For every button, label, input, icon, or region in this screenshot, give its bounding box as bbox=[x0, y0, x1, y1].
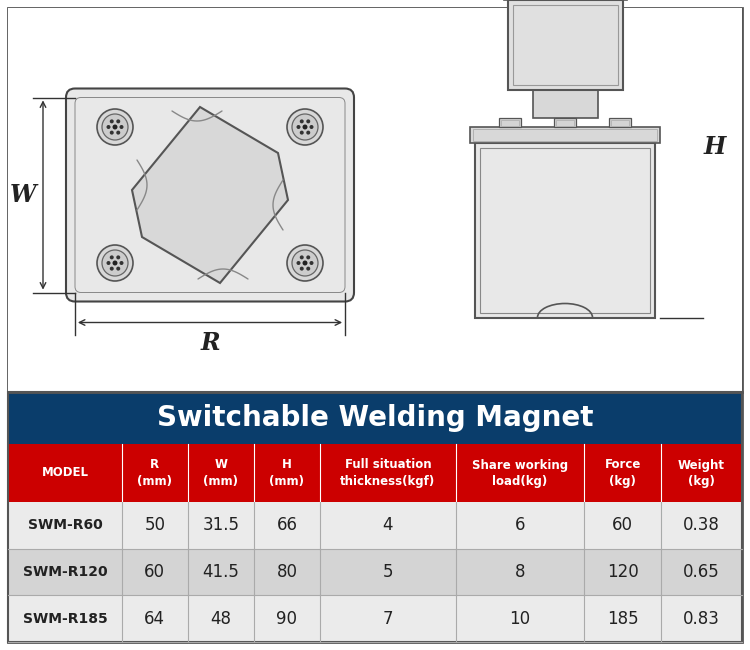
Text: 7: 7 bbox=[382, 610, 393, 628]
Text: H: H bbox=[704, 135, 726, 159]
Circle shape bbox=[300, 266, 304, 270]
Text: Force
(kg): Force (kg) bbox=[604, 458, 641, 488]
Circle shape bbox=[110, 120, 114, 124]
Bar bbox=[8, 549, 742, 595]
Circle shape bbox=[119, 261, 124, 265]
Circle shape bbox=[287, 245, 323, 281]
Text: SWM-R120: SWM-R120 bbox=[22, 565, 107, 579]
Bar bbox=[499, 118, 521, 127]
Bar bbox=[8, 8, 742, 392]
Text: 90: 90 bbox=[277, 610, 298, 628]
Bar bbox=[475, 142, 655, 317]
Text: 5: 5 bbox=[382, 563, 393, 581]
Circle shape bbox=[97, 109, 133, 145]
Text: 80: 80 bbox=[277, 563, 298, 581]
Bar bbox=[8, 502, 742, 549]
Circle shape bbox=[116, 120, 120, 124]
Text: W: W bbox=[10, 183, 36, 207]
Circle shape bbox=[116, 255, 120, 259]
Text: 66: 66 bbox=[277, 516, 298, 534]
Circle shape bbox=[116, 131, 120, 135]
Text: 120: 120 bbox=[607, 563, 638, 581]
Bar bbox=[470, 127, 660, 142]
Text: 48: 48 bbox=[210, 610, 231, 628]
Circle shape bbox=[296, 261, 301, 265]
Text: W
(mm): W (mm) bbox=[203, 458, 238, 488]
Bar bbox=[8, 392, 742, 444]
Circle shape bbox=[106, 261, 110, 265]
Text: 10: 10 bbox=[509, 610, 530, 628]
Circle shape bbox=[306, 131, 310, 135]
Text: 60: 60 bbox=[612, 516, 633, 534]
Circle shape bbox=[300, 120, 304, 124]
Circle shape bbox=[306, 266, 310, 270]
Bar bbox=[501, 120, 519, 125]
Circle shape bbox=[287, 109, 323, 145]
Bar bbox=[611, 120, 629, 125]
Text: 0.65: 0.65 bbox=[683, 563, 720, 581]
Bar bbox=[480, 148, 650, 313]
Bar bbox=[512, 5, 617, 84]
Text: 60: 60 bbox=[144, 563, 165, 581]
Bar bbox=[532, 90, 598, 118]
Bar bbox=[554, 118, 576, 127]
Circle shape bbox=[310, 125, 314, 129]
Circle shape bbox=[300, 255, 304, 259]
Text: H
(mm): H (mm) bbox=[269, 458, 304, 488]
Circle shape bbox=[302, 125, 307, 129]
Circle shape bbox=[300, 131, 304, 135]
Circle shape bbox=[306, 120, 310, 124]
Text: 64: 64 bbox=[144, 610, 165, 628]
Circle shape bbox=[112, 261, 118, 265]
Circle shape bbox=[110, 266, 114, 270]
Bar bbox=[556, 120, 574, 125]
Circle shape bbox=[296, 125, 301, 129]
Bar bbox=[508, 0, 622, 90]
Circle shape bbox=[116, 266, 120, 270]
Circle shape bbox=[102, 250, 128, 276]
Bar bbox=[8, 392, 742, 642]
Circle shape bbox=[292, 250, 318, 276]
Bar bbox=[473, 129, 657, 140]
Text: 6: 6 bbox=[514, 516, 525, 534]
Circle shape bbox=[302, 261, 307, 265]
Circle shape bbox=[97, 245, 133, 281]
Circle shape bbox=[306, 255, 310, 259]
Text: 8: 8 bbox=[514, 563, 525, 581]
Bar bbox=[8, 444, 742, 502]
Bar bbox=[8, 595, 742, 642]
Circle shape bbox=[112, 125, 118, 129]
Text: Full situation
thickness(kgf): Full situation thickness(kgf) bbox=[340, 458, 436, 488]
FancyBboxPatch shape bbox=[66, 88, 354, 302]
Circle shape bbox=[102, 114, 128, 140]
Text: SWM-R185: SWM-R185 bbox=[22, 612, 107, 626]
Text: 41.5: 41.5 bbox=[202, 563, 239, 581]
Circle shape bbox=[110, 131, 114, 135]
Text: 4: 4 bbox=[382, 516, 393, 534]
Text: Weight
(kg): Weight (kg) bbox=[678, 458, 725, 488]
Text: 50: 50 bbox=[144, 516, 165, 534]
Circle shape bbox=[110, 255, 114, 259]
Circle shape bbox=[119, 125, 124, 129]
Text: 0.83: 0.83 bbox=[683, 610, 720, 628]
Text: R: R bbox=[200, 330, 220, 354]
Text: SWM-R60: SWM-R60 bbox=[28, 518, 102, 532]
Text: R
(mm): R (mm) bbox=[137, 458, 172, 488]
Bar bbox=[609, 118, 631, 127]
Circle shape bbox=[292, 114, 318, 140]
Text: 0.38: 0.38 bbox=[683, 516, 720, 534]
Polygon shape bbox=[132, 107, 288, 283]
Circle shape bbox=[310, 261, 314, 265]
Text: 31.5: 31.5 bbox=[202, 516, 239, 534]
Text: Share working
load(kg): Share working load(kg) bbox=[472, 458, 568, 488]
Circle shape bbox=[106, 125, 110, 129]
Text: 185: 185 bbox=[607, 610, 638, 628]
Text: MODEL: MODEL bbox=[41, 467, 88, 480]
Text: Switchable Welding Magnet: Switchable Welding Magnet bbox=[157, 404, 593, 432]
